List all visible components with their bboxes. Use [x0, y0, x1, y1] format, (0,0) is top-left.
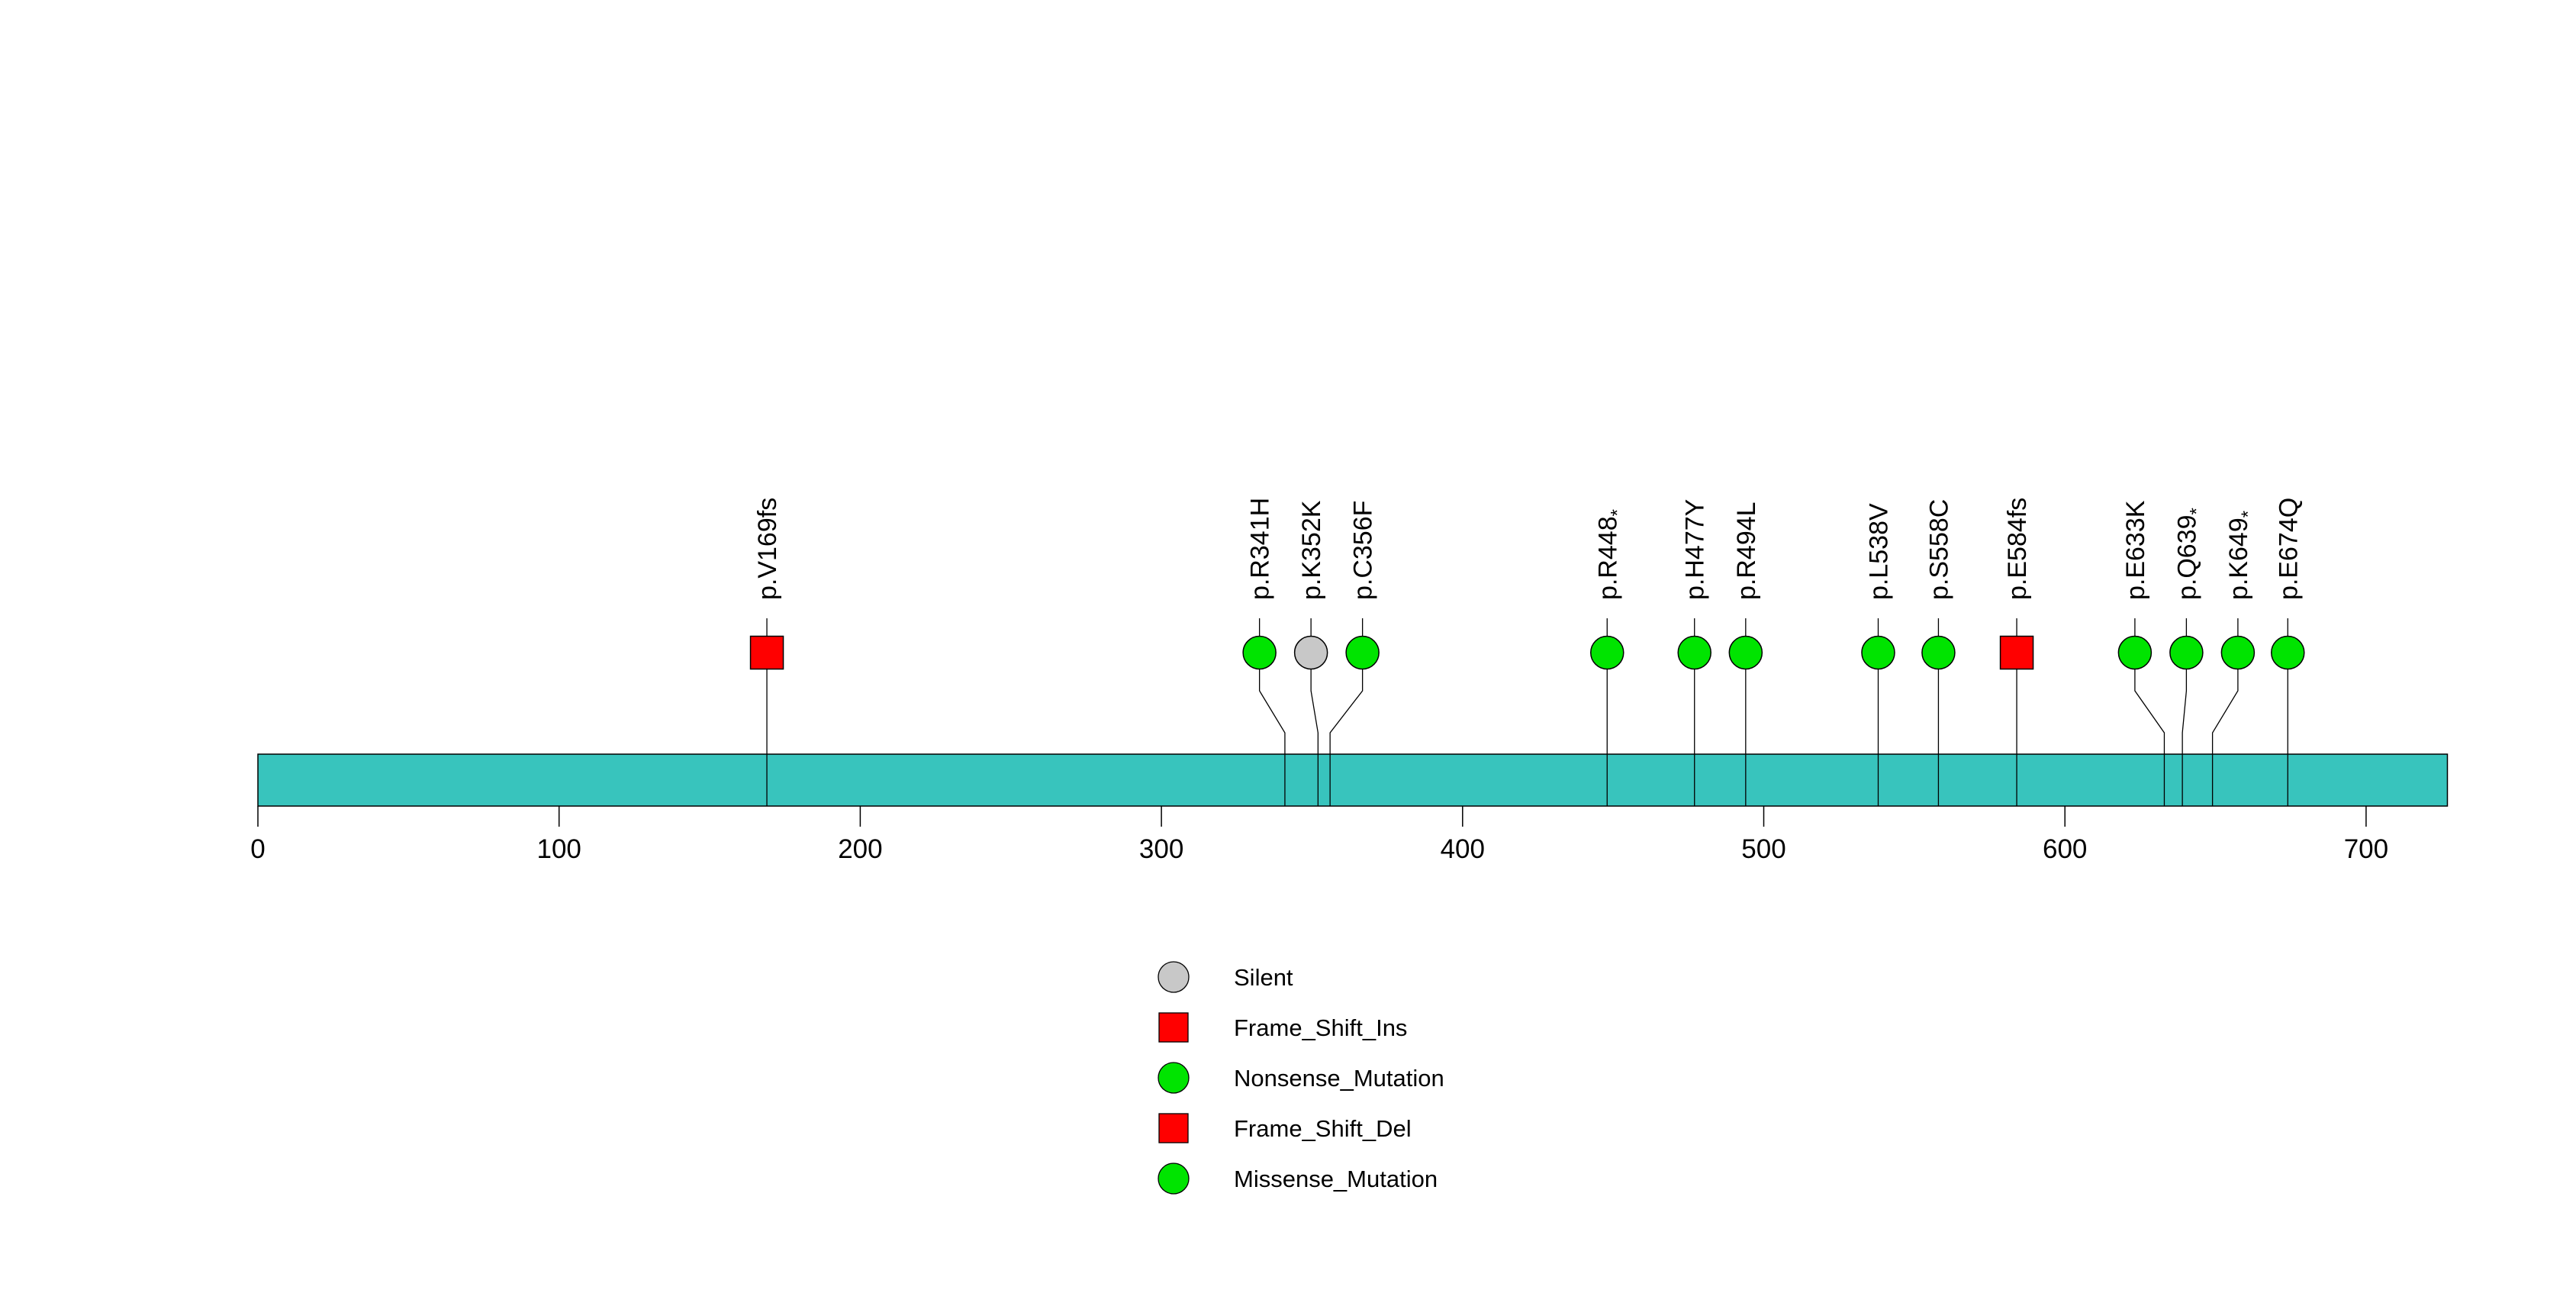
mutation-label: p.Q639*: [2172, 508, 2207, 600]
legend-swatch: [1158, 1113, 1189, 1143]
mutation-label: p.L538V: [1864, 503, 1893, 600]
axis-tick-label: 200: [838, 834, 882, 864]
mutation-label: p.R494L: [1732, 501, 1761, 600]
lollipop-marker: [749, 635, 784, 670]
axis-tick-label: 300: [1139, 834, 1183, 864]
legend-swatch: [1158, 1012, 1189, 1043]
mutation-label: p.K649*: [2224, 511, 2259, 600]
axis-tick-label: 0: [250, 834, 265, 864]
legend-label: Nonsense_Mutation: [1234, 1065, 1444, 1092]
legend-label: Silent: [1234, 964, 1293, 991]
lollipop-marker: [1861, 635, 1895, 670]
lollipop-marker: [2117, 635, 2153, 670]
axis-tick-label: 400: [1441, 834, 1485, 864]
legend-swatch: [1158, 961, 1190, 993]
lollipop-marker: [1242, 635, 1277, 670]
legend-swatch: [1158, 1163, 1190, 1195]
axis-tick-label: 600: [2043, 834, 2087, 864]
mutation-label: p.E584fs: [2003, 498, 2032, 600]
legend-label: Frame_Shift_Ins: [1234, 1014, 1407, 1041]
axis-tick-label: 500: [1741, 834, 1785, 864]
lollipop-marker: [1293, 635, 1328, 670]
mutation-label: p.R448*: [1593, 509, 1628, 600]
legend-label: Missense_Mutation: [1234, 1166, 1438, 1192]
mutation-label: p.H477Y: [1681, 499, 1710, 600]
lollipop-marker: [2271, 635, 2305, 670]
mutation-label: p.C356F: [1349, 501, 1378, 600]
legend-swatch: [1158, 1062, 1190, 1094]
lollipop-marker: [1728, 635, 1763, 670]
axis-tick-label: 100: [536, 834, 581, 864]
lollipop-marker: [1921, 635, 1956, 670]
axis-tick-label: 700: [2344, 834, 2388, 864]
protein-bar: [257, 753, 2449, 807]
lollipop-marker: [2220, 635, 2256, 670]
mutation-label: p.V169fs: [753, 498, 782, 600]
lollipop-marker: [1999, 635, 2034, 670]
mutation-label: p.S558C: [1924, 499, 1953, 600]
mutation-label: p.E633K: [2121, 500, 2150, 600]
mutation-label: p.K352K: [1297, 500, 1326, 600]
lollipop-marker: [2169, 635, 2204, 670]
mutation-label: p.E674Q: [2274, 498, 2303, 600]
lollipop-marker: [1590, 635, 1624, 670]
mutation-label: p.R341H: [1246, 498, 1275, 600]
lollipop-marker: [1345, 635, 1380, 670]
legend-label: Frame_Shift_Del: [1234, 1115, 1412, 1142]
lollipop-marker: [1677, 635, 1711, 670]
